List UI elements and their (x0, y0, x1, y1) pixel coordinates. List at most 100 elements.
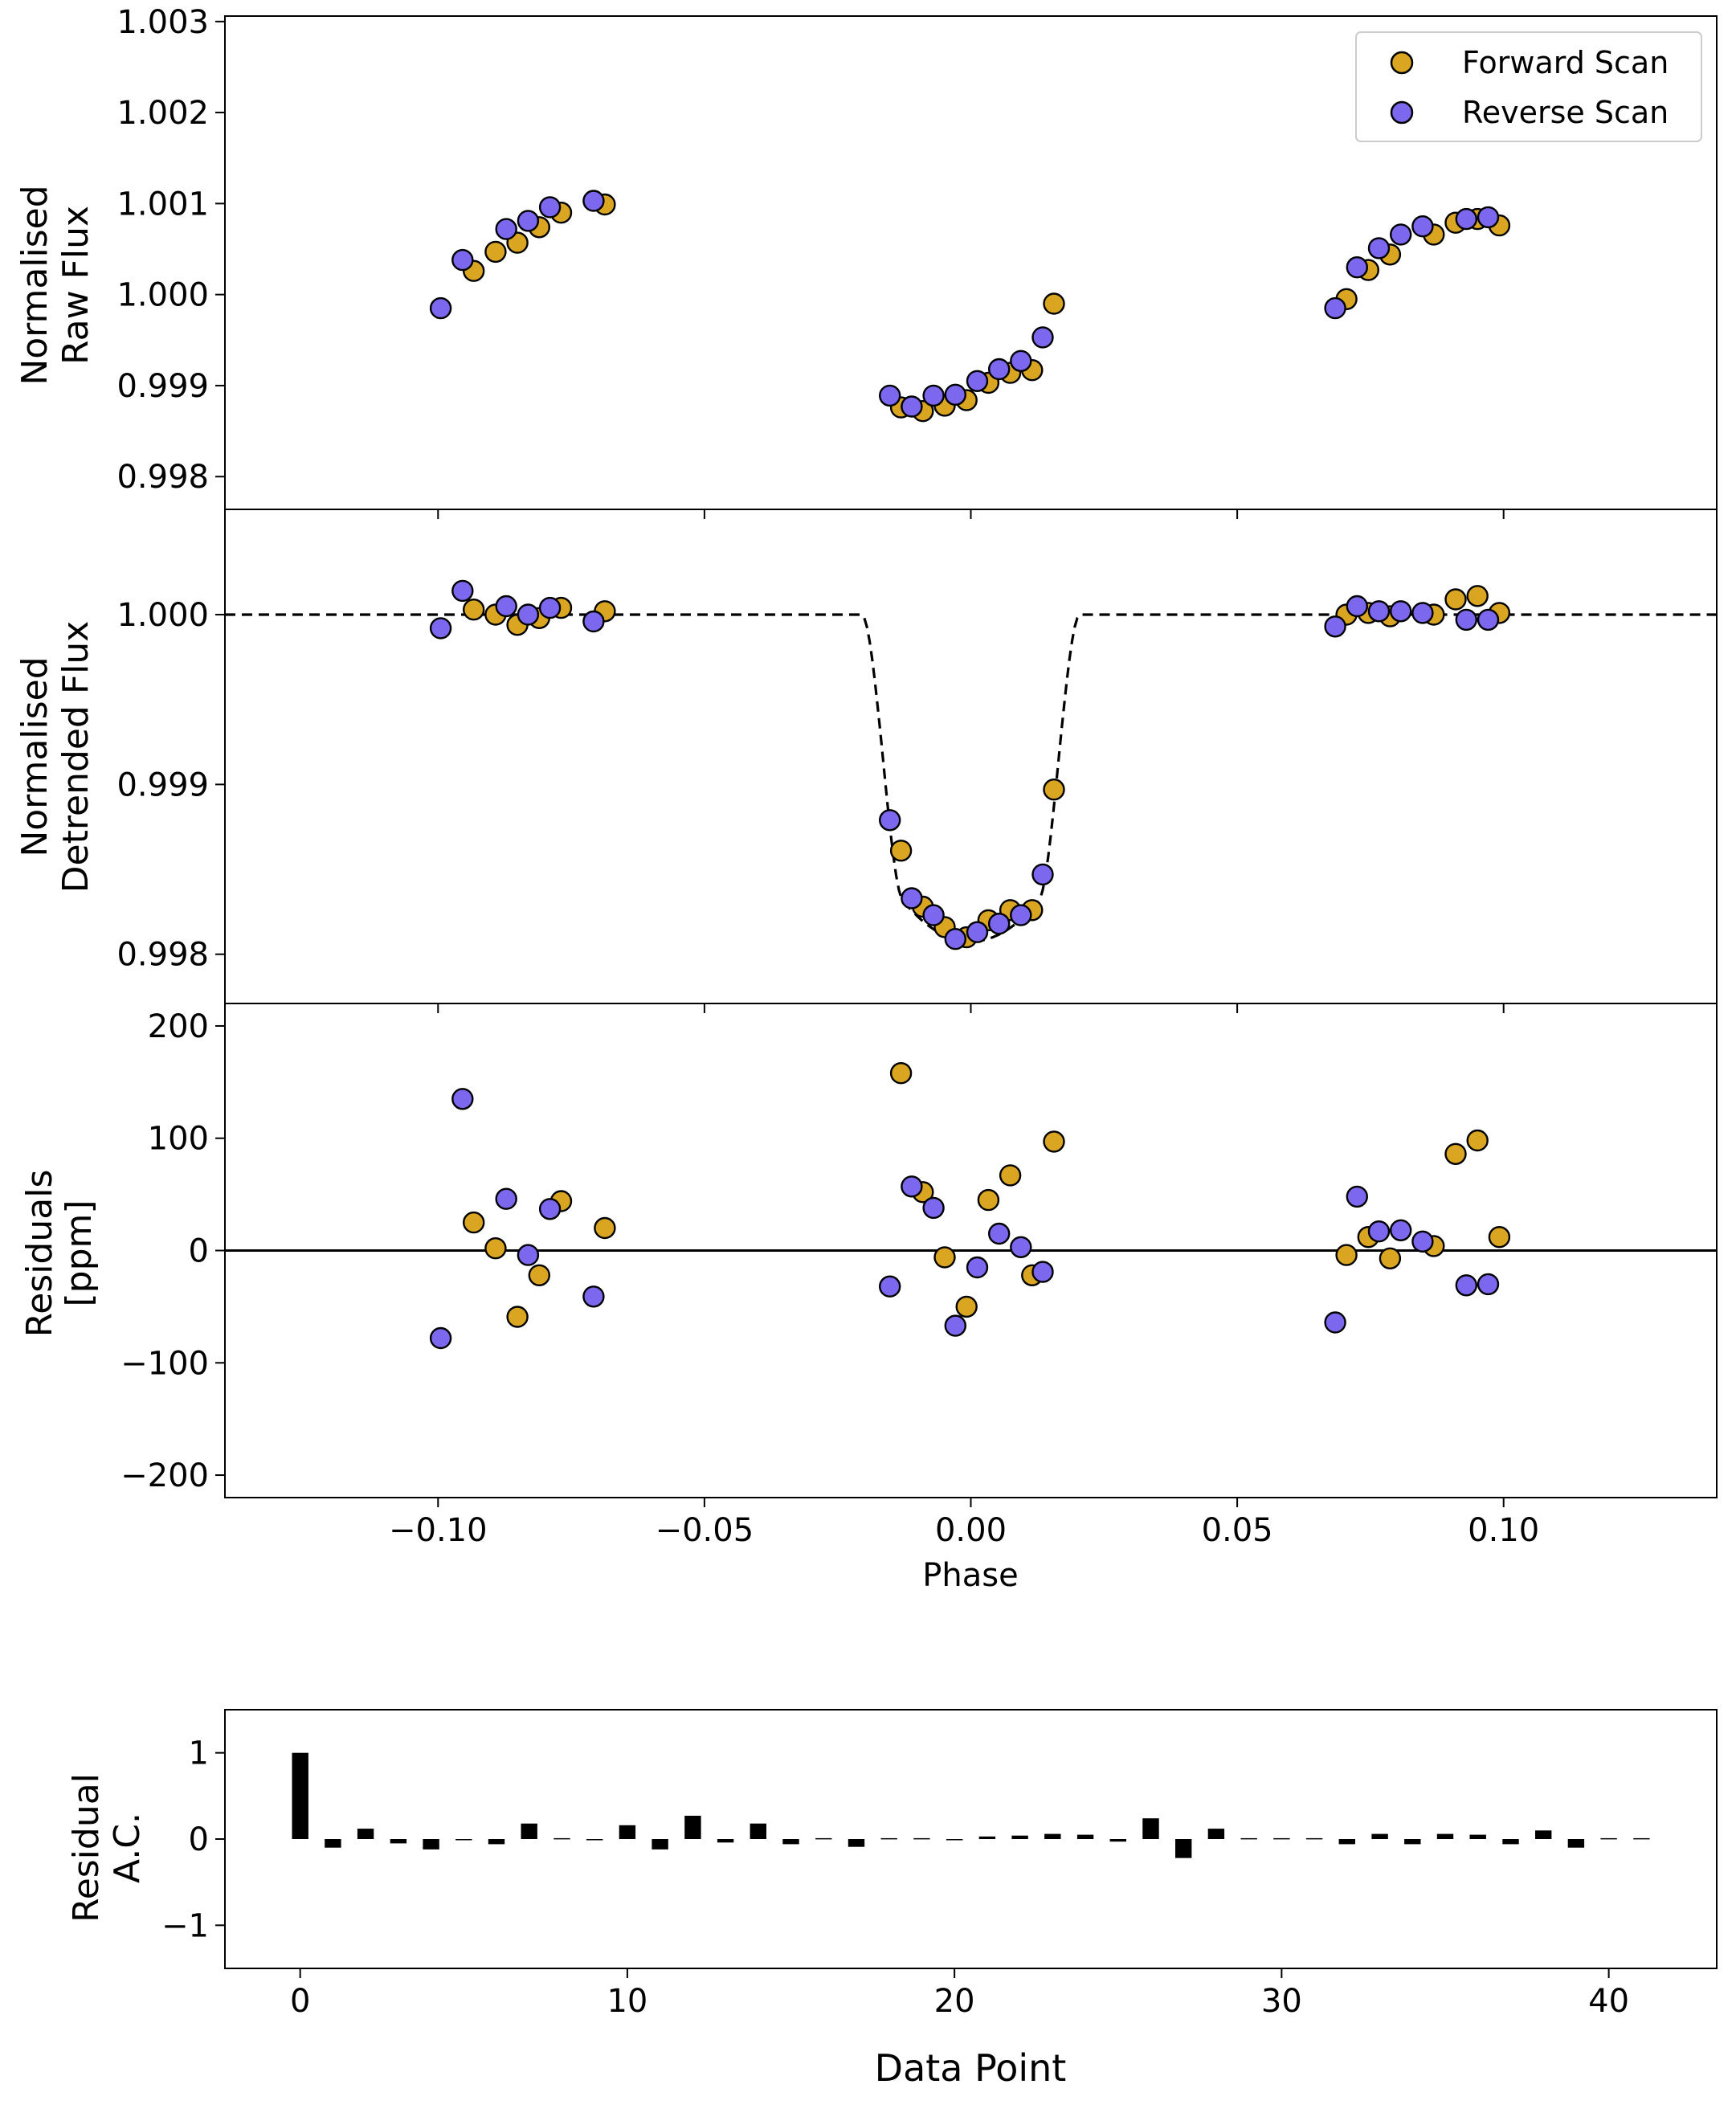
residuals-ytick-label: 0 (189, 1233, 209, 1270)
ac-bar (946, 1839, 963, 1841)
raw-flux-ylabel-line2: Raw Flux (55, 206, 96, 365)
reverse-scan-point (878, 384, 901, 407)
phase-xlabel: Phase (922, 1557, 1018, 1594)
ac-bar (1436, 1833, 1454, 1839)
forward-scan-point (1444, 1142, 1467, 1166)
detrended-ytick-label: 0.998 (116, 937, 209, 974)
ac-bar (455, 1839, 472, 1841)
ac-bar (1109, 1839, 1126, 1842)
ac-bar (325, 1839, 341, 1848)
reverse-scan-point (517, 1244, 540, 1266)
residuals-frame (224, 1003, 1718, 1498)
residuals-ytick-label: −100 (120, 1345, 209, 1382)
reverse-scan-point (1324, 615, 1346, 638)
chart-layer: 0.998 0.999 1.000 1.001 1.002 1.003 0.998 0.999… (116, 4, 1718, 2020)
ac-bar (1076, 1834, 1094, 1839)
ac-bar (717, 1839, 734, 1843)
ac-bar (750, 1823, 766, 1839)
reverse-scan-point (966, 1256, 989, 1279)
forward-scan-point (1043, 779, 1065, 801)
ac-bar (1535, 1830, 1552, 1839)
reverse-scan-point (538, 1198, 562, 1220)
residuals-xtick-label: −0.10 (389, 1512, 488, 1549)
residuals-xtick-label: 0.00 (935, 1512, 1007, 1549)
residuals-ytick-label: −200 (120, 1457, 209, 1494)
reverse-scan-point (1455, 608, 1478, 631)
reverse-scan-point (1367, 237, 1391, 260)
ac-bar (1142, 1818, 1159, 1839)
reverse-scan-point (1010, 349, 1032, 372)
raw-flux-ytick-label: 1.002 (116, 95, 209, 132)
forward-scan-point (999, 1164, 1022, 1187)
raw-flux-panel: 0.998 0.999 1.000 1.001 1.002 1.003 (116, 4, 1505, 519)
reverse-scan-point (1367, 1220, 1391, 1243)
ac-bar (684, 1816, 701, 1839)
reverse-scan-point (1389, 1219, 1412, 1242)
residuals-xtick-label: 0.10 (1468, 1512, 1539, 1549)
reverse-scan-point (1031, 863, 1054, 886)
ac-bar (1633, 1837, 1650, 1840)
reverse-scan-point (987, 1222, 1011, 1245)
forward-scan-point (484, 240, 507, 264)
ac-bar (1371, 1833, 1388, 1839)
ac-bar (1273, 1837, 1290, 1840)
raw-flux-ytick-label: 0.999 (116, 368, 209, 405)
reverse-scan-point (451, 248, 474, 272)
ac-bar (1600, 1837, 1617, 1840)
reverse-scan-point (1367, 600, 1391, 623)
ac-bar (1338, 1839, 1355, 1845)
reverse-scan-point (901, 1175, 923, 1198)
forward-scan-point (977, 1188, 1000, 1212)
reverse-scan-point (944, 927, 967, 950)
reverse-scan-point (1389, 223, 1412, 246)
reverse-scan-point (517, 603, 540, 626)
ac-bar (1207, 1829, 1225, 1839)
ac-bar (1175, 1839, 1192, 1858)
ac-bar (521, 1823, 537, 1839)
reverse-scan-point (495, 1187, 517, 1210)
forward-scan-point (463, 599, 485, 621)
forward-scan-point (1335, 1244, 1358, 1266)
ac-bar (390, 1839, 407, 1844)
reverse-scan-point (1346, 1185, 1369, 1208)
raw-flux-marks (429, 190, 1511, 423)
reverse-scan-point (582, 1285, 605, 1308)
ac-bar (782, 1839, 799, 1845)
forward-scan-point (1466, 1129, 1489, 1152)
raw-flux-ylabel-line1: Normalised (14, 185, 55, 385)
reverse-scan-point (878, 809, 901, 832)
reverse-scan-point (538, 196, 562, 219)
ac-bar (292, 1752, 308, 1839)
legend-reverse-marker (1390, 100, 1414, 125)
reverse-scan-point (1324, 296, 1346, 320)
reverse-scan-point (1324, 1311, 1346, 1334)
forward-scan-point (1043, 1130, 1065, 1153)
ac-bar (553, 1837, 570, 1840)
residuals-panel: −200 −100 0 100 200 −0.10 −0.05 0.00 0.05 0.10 (120, 1008, 1539, 1549)
forward-scan-point (463, 1211, 485, 1234)
forward-scan-point (484, 1236, 507, 1260)
forward-scan-point (1488, 1225, 1511, 1249)
forward-scan-point (889, 840, 913, 862)
reverse-scan-point (987, 912, 1011, 935)
datapoint-xlabel: Data Point (875, 2046, 1067, 2090)
ac-bar (1567, 1839, 1585, 1848)
ac-bar (1044, 1833, 1061, 1839)
reverse-scan-point (1477, 1273, 1500, 1296)
legend-reverse-label: Reverse Scan (1462, 95, 1669, 130)
ac-bar (1240, 1837, 1257, 1840)
ac-xtick-label: 20 (934, 1983, 975, 2020)
forward-scan-point (1444, 588, 1467, 611)
reverse-scan-point (1477, 608, 1500, 631)
detrended-ytick-label: 1.000 (116, 597, 209, 634)
ac-bar (423, 1839, 439, 1849)
panel-raw-flux-ylabel: Normalised Raw Flux (14, 185, 96, 385)
ac-bar (488, 1839, 505, 1845)
detrended-ytick-label: 0.999 (116, 766, 209, 803)
reverse-scan-point (944, 383, 967, 406)
residuals-ytick-label: 200 (148, 1008, 209, 1045)
reverse-scan-point (966, 370, 989, 392)
reverse-scan-point (878, 1275, 901, 1298)
reverse-scan-point (1477, 206, 1500, 229)
detrended-ylabel-line1: Normalised (14, 656, 55, 856)
